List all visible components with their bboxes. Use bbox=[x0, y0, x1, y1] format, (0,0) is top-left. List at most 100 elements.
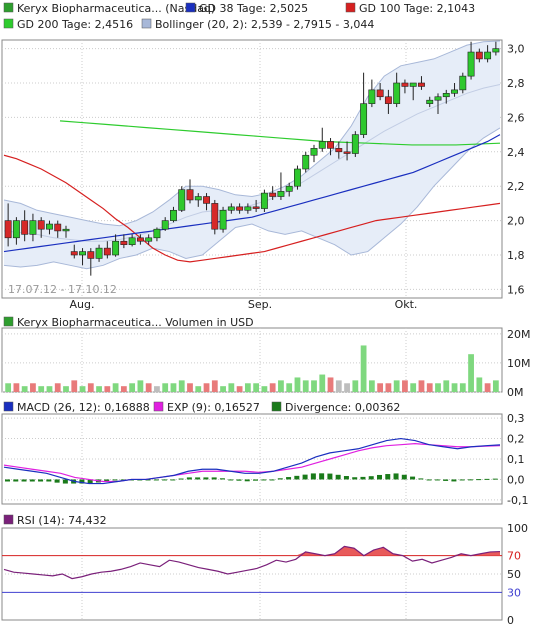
divergence-bar bbox=[228, 479, 234, 481]
x-tick-label: Aug. bbox=[70, 298, 95, 311]
divergence-bar bbox=[377, 474, 382, 480]
volume-bar bbox=[484, 383, 491, 392]
divergence-bar bbox=[476, 479, 482, 481]
price-x-ticks: Aug. Sep. Okt. bbox=[70, 298, 418, 311]
divergence-bar bbox=[87, 479, 93, 484]
legend-label: EXP (9): 0,16527 bbox=[167, 401, 260, 414]
candle-body bbox=[318, 141, 326, 149]
macd-lines bbox=[3, 437, 501, 485]
moving-averages bbox=[3, 120, 501, 263]
volume-bar bbox=[278, 380, 284, 392]
candle-body bbox=[244, 206, 252, 211]
volume-bar bbox=[435, 383, 441, 392]
volume-bar bbox=[38, 386, 45, 392]
candle-body bbox=[87, 251, 95, 259]
divergence-bar bbox=[335, 474, 341, 480]
legend-swatch bbox=[3, 18, 14, 29]
volume-bar bbox=[459, 383, 466, 392]
divergence-bar bbox=[459, 479, 465, 481]
candle-body bbox=[37, 220, 45, 230]
candle-body bbox=[170, 209, 177, 221]
candle-body bbox=[360, 103, 368, 135]
y-tick-label: 0,1 bbox=[507, 453, 525, 466]
rsi-panel: RSI (14): 74,432 100 70 50 30 0 bbox=[1, 514, 528, 627]
divergence-bar bbox=[410, 476, 416, 480]
legend-swatch bbox=[345, 2, 356, 13]
y-tick-label: 100 bbox=[507, 522, 528, 535]
y-tick-label: 0,2 bbox=[507, 433, 525, 446]
volume-bar bbox=[402, 380, 408, 392]
candle-body bbox=[351, 134, 359, 154]
macd-panel: MACD (26, 12): 0,16888 EXP (9): 0,16527 Di… bbox=[1, 401, 528, 507]
rsi-y-ticks: 100 70 50 30 0 bbox=[507, 522, 528, 627]
x-tick-label: Okt. bbox=[395, 298, 418, 311]
volume-bar bbox=[368, 380, 375, 392]
divergence-bar bbox=[492, 478, 498, 480]
volume-bar bbox=[244, 383, 251, 392]
candle-body bbox=[46, 223, 53, 230]
y-tick-label: 3,0 bbox=[507, 43, 525, 56]
legend-label: Keryx Biopharmaceutica... Volumen in USD bbox=[17, 316, 254, 329]
divergence-bar bbox=[162, 479, 168, 481]
volume-bar bbox=[54, 383, 61, 392]
divergence-bar bbox=[38, 479, 44, 482]
volume-bar bbox=[294, 377, 301, 392]
volume-bar bbox=[137, 380, 144, 392]
price-legend: Keryx Biopharmaceutica... (Nasdaq)GD 38 … bbox=[3, 2, 475, 31]
divergence-bar bbox=[327, 473, 333, 480]
rsi-polyline bbox=[3, 545, 501, 580]
volume-bar bbox=[203, 383, 210, 392]
bollinger-lower bbox=[3, 127, 501, 270]
candle-body bbox=[475, 51, 483, 60]
divergence-bar bbox=[294, 475, 300, 480]
legend-swatch bbox=[141, 18, 152, 29]
volume-bar bbox=[154, 386, 160, 392]
candle-body bbox=[285, 185, 293, 192]
divergence-bar bbox=[46, 479, 52, 482]
y-tick-label: 1,8 bbox=[507, 249, 525, 262]
candle-body bbox=[327, 141, 334, 149]
legend-swatch bbox=[3, 2, 14, 13]
legend-swatch bbox=[271, 401, 282, 412]
divergence-bar bbox=[418, 478, 424, 480]
bollinger-middle bbox=[3, 83, 501, 242]
candle-body bbox=[153, 228, 161, 239]
macd-grid bbox=[2, 414, 502, 504]
y-tick-label: 70 bbox=[507, 550, 521, 563]
legend-label: GD 200 Tage: 2,4516 bbox=[17, 18, 133, 31]
volume-bar bbox=[220, 386, 226, 392]
candle-body bbox=[459, 75, 467, 91]
volume-bar bbox=[410, 383, 417, 392]
candle-body bbox=[54, 223, 62, 232]
date-range-label: 17.07.12 - 17.10.12 bbox=[8, 283, 117, 296]
candle-body bbox=[203, 196, 210, 204]
volume-grid bbox=[2, 328, 502, 393]
price-y-ticks: 3,0 2,8 2,6 2,4 2,2 2,0 1,8 1,6 bbox=[507, 43, 525, 297]
volume-bar bbox=[426, 383, 433, 392]
volume-bar bbox=[63, 386, 69, 392]
y-tick-label: 2,2 bbox=[507, 180, 525, 193]
y-tick-label: 0,3 bbox=[507, 412, 525, 425]
volume-bar bbox=[129, 383, 136, 392]
candle-body bbox=[136, 237, 144, 242]
candle-body bbox=[29, 220, 37, 235]
volume-bar bbox=[302, 380, 309, 392]
gd200-line bbox=[59, 120, 501, 146]
divergence-bar bbox=[29, 479, 35, 482]
volume-bar bbox=[236, 386, 243, 392]
candle-body bbox=[70, 251, 78, 256]
volume-bar bbox=[253, 383, 260, 392]
volume-bar bbox=[21, 386, 28, 392]
candle-body bbox=[451, 89, 458, 94]
candle-body bbox=[236, 206, 244, 211]
candle-body bbox=[277, 191, 285, 197]
legend-swatch bbox=[3, 514, 14, 525]
candle-body bbox=[252, 206, 260, 209]
divergence-bar bbox=[360, 476, 366, 480]
divergence-bar bbox=[203, 477, 209, 480]
candle-body bbox=[120, 240, 128, 245]
divergence-bar bbox=[484, 478, 490, 480]
divergence-bar bbox=[21, 479, 27, 482]
y-tick-label: 0M bbox=[507, 386, 524, 399]
y-tick-label: 0,0 bbox=[507, 473, 525, 486]
